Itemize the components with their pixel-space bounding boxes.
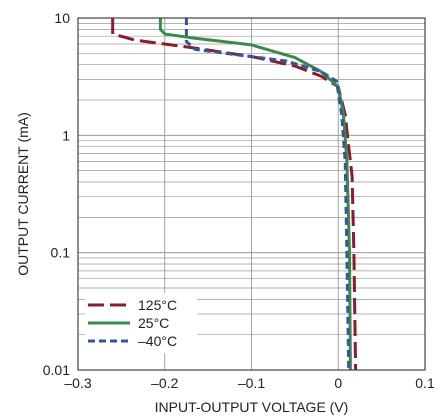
x-tick-label: 0.1	[415, 375, 435, 391]
plot-frame	[77, 17, 426, 371]
x-tick-label: –0.3	[64, 375, 91, 391]
series-layer	[111, 18, 358, 371]
grid	[78, 18, 425, 370]
legend-label-1: 25°C	[138, 315, 169, 331]
x-axis-label: INPUT-OUTPUT VOLTAGE (V)	[155, 399, 349, 415]
x-tick-label: –0.2	[151, 375, 178, 391]
legend-label-0: 125°C	[138, 297, 177, 313]
legend: 125°C 25°C –40°C	[85, 293, 197, 353]
legend-label-2: –40°C	[138, 333, 177, 349]
y-axis-label: OUTPUT CURRENT (mA)	[15, 112, 31, 276]
y-tick-label: 10	[54, 10, 70, 26]
tick-labels: –0.3 –0.2 –0.1 0 0.1 0.01 0.1 1 10	[43, 10, 435, 391]
series-line-2	[184, 18, 351, 371]
y-tick-label: 1	[62, 127, 70, 143]
y-tick-label: 0.01	[43, 362, 70, 378]
y-tick-label: 0.1	[51, 245, 71, 261]
x-tick-label: 0	[334, 375, 342, 391]
series-line-0	[111, 18, 358, 371]
series-line-1	[158, 18, 352, 371]
x-tick-label: –0.1	[238, 375, 265, 391]
